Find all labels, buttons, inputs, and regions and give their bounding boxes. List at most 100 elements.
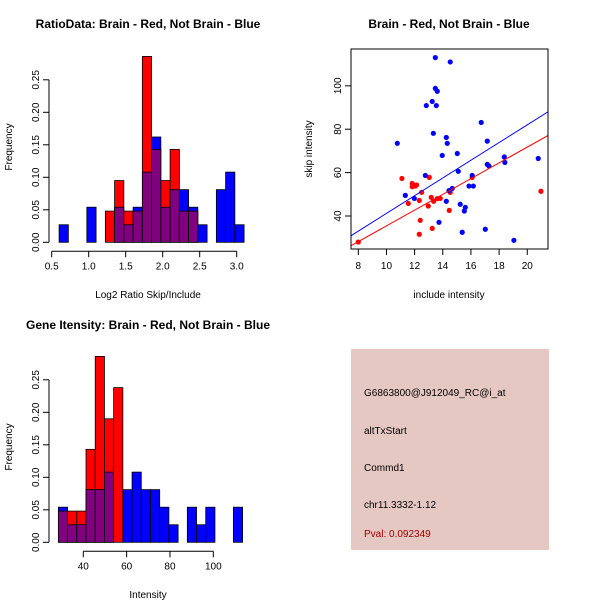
red-point (419, 189, 425, 195)
red-point (437, 195, 443, 202)
blue-point (461, 208, 467, 214)
red-point (405, 200, 411, 207)
blue-point (466, 183, 472, 189)
x-tick-label: 10 (381, 261, 393, 272)
red-regression-line (351, 134, 548, 247)
histogram-bar (215, 189, 227, 243)
blue-point (535, 155, 541, 162)
blue-point (432, 54, 438, 61)
y-tick-label: 0.20 (31, 102, 42, 122)
red-point (429, 225, 435, 231)
blue-point (423, 102, 429, 109)
histogram-bar (58, 224, 69, 243)
histogram-bar (122, 489, 133, 543)
y-tick-label: 0.20 (31, 402, 42, 422)
blue-point (457, 201, 463, 207)
blue-point (470, 183, 476, 189)
plot-frame (350, 48, 549, 250)
blue-point (443, 134, 449, 141)
intensity-scatter: Brain - Red, Not Brain - Blue include in… (304, 17, 549, 301)
blue-point (459, 229, 465, 235)
histogram-bar (159, 506, 170, 543)
x-tick-label: 2.0 (156, 261, 170, 272)
histogram-bar-overlap (57, 510, 68, 543)
x-tick-label: 1.0 (82, 261, 96, 272)
histogram-bar (104, 210, 115, 243)
blue-point (434, 88, 440, 94)
histogram-bar (186, 506, 197, 543)
x-tick-label: 40 (78, 561, 90, 572)
histogram-bar (225, 171, 236, 243)
blue-point (484, 138, 490, 144)
x-axis-label: Log2 Ratio Skip/Include (95, 290, 201, 301)
blue-point (454, 150, 460, 157)
blue-point (429, 98, 435, 105)
y-axis-label: Frequency (4, 423, 15, 470)
probe-id: G6863800@J912049_RC@i_at (364, 388, 506, 399)
blue-point (501, 154, 507, 160)
chart-title: Gene Itensity: Brain - Red, Not Brain - … (26, 318, 270, 332)
blue-point (482, 226, 488, 232)
info-background (351, 349, 549, 550)
histogram-bar (86, 206, 97, 243)
y-tick-label: 100 (333, 77, 344, 94)
histogram-bar-overlap (114, 206, 125, 243)
blue-regression-line (351, 111, 548, 236)
y-tick-label: 0.00 (31, 532, 42, 552)
histogram-bar-overlap (132, 210, 143, 243)
y-tick-label: 0.25 (31, 70, 42, 90)
histogram-bar-overlap (160, 206, 171, 243)
x-tick-label: 18 (494, 261, 506, 272)
blue-point (502, 159, 508, 166)
blue-point (447, 59, 453, 65)
y-tick-label: 0.05 (31, 500, 42, 520)
x-tick-label: 8 (356, 261, 362, 272)
y-tick-label: 60 (333, 167, 344, 179)
red-point (416, 197, 422, 203)
x-tick-label: 16 (465, 261, 477, 272)
ratio-histogram: RatioData: Brain - Red, Not Brain - Blue… (4, 17, 261, 301)
x-tick-label: 12 (409, 261, 421, 272)
histogram-bar (131, 471, 142, 543)
x-tick-label: 100 (205, 561, 222, 572)
histogram-bar-overlap (151, 148, 162, 243)
info-panel: G6863800@J912049_RC@i_at altTxStart Comm… (351, 349, 549, 550)
histogram-bar-overlap (188, 210, 199, 243)
x-tick-label: 1.5 (119, 261, 133, 272)
blue-point (455, 168, 461, 174)
blue-point (436, 219, 442, 225)
histogram-bar-overlap (67, 524, 78, 543)
blue-point (433, 102, 439, 109)
blue-point (422, 172, 428, 179)
x-axis-label: Intensity (129, 590, 166, 600)
histogram-bar (150, 489, 161, 543)
histogram-bar (196, 524, 207, 543)
y-tick-label: 0.10 (31, 467, 42, 487)
y-tick-label: 80 (333, 123, 344, 135)
x-tick-label: 80 (164, 561, 176, 572)
p-value: Pval: 0.092349 (364, 529, 431, 540)
histogram-bar-overlap (123, 224, 134, 243)
x-tick-label: 3.0 (230, 261, 244, 272)
histogram-bar (232, 506, 243, 543)
x-axis-label: include intensity (413, 290, 484, 301)
blue-point (394, 140, 400, 146)
histogram-bar (234, 224, 245, 243)
blue-point (511, 237, 517, 243)
histogram-bar-overlap (178, 210, 190, 243)
histogram-bar (205, 506, 216, 543)
chart-title: RatioData: Brain - Red, Not Brain - Blue (36, 17, 261, 31)
y-tick-label: 0.05 (31, 200, 42, 220)
red-point (446, 207, 452, 213)
histogram-bar-overlap (141, 171, 153, 243)
x-tick-label: 2.5 (193, 261, 207, 272)
blue-point (444, 140, 450, 146)
histogram-bar-overlap (76, 524, 87, 543)
x-tick-label: 14 (437, 261, 449, 272)
histogram-bar (197, 224, 208, 243)
histogram-bar (168, 524, 179, 543)
red-point (417, 217, 423, 223)
red-point (538, 188, 544, 194)
y-tick-label: 0.15 (31, 435, 42, 455)
